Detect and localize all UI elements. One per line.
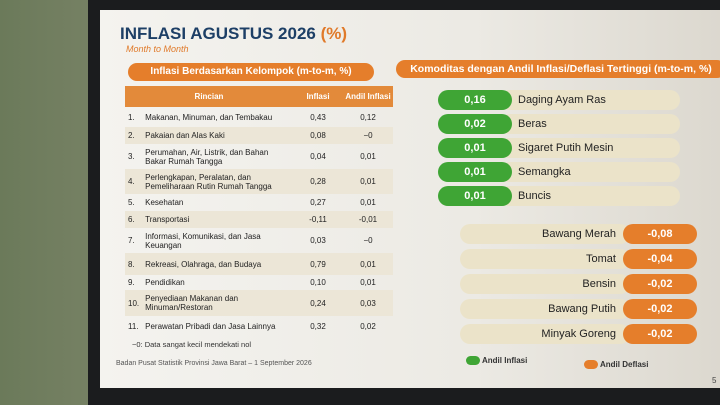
table-cell: 0,28: [293, 169, 343, 194]
title-text: INFLASI AGUSTUS 2026: [120, 24, 316, 43]
commodity-bar: Tomat: [460, 249, 630, 269]
column-header: Inflasi: [293, 86, 343, 107]
table-cell: Perawatan Pribadi dan Jasa Lainnya: [145, 321, 276, 331]
commodity-bar: Bawang Putih: [460, 299, 630, 319]
table-cell: Makanan, Minuman, dan Tembakau: [145, 112, 273, 122]
table-row: 9. Pendidikan 0,10 0,01: [125, 275, 393, 290]
table-cell: 0,01: [343, 169, 393, 194]
table-cell: Pendidikan: [145, 278, 185, 287]
inflation-pill: 0,16: [438, 90, 512, 110]
title: INFLASI AGUSTUS 2026 (%): [120, 24, 347, 44]
table-row: 3. Perumahan, Air, Listrik, dan Bahan Bak…: [125, 144, 393, 169]
table-cell: 2.: [125, 127, 143, 144]
deflation-pill: -0,08: [623, 224, 697, 244]
table-cell: 0,79: [293, 253, 343, 275]
inflation-pill: 0,01: [438, 138, 512, 158]
table-cell: −0: [363, 236, 373, 245]
inflation-pill: 0,02: [438, 114, 512, 134]
table-cell: 0,32: [310, 321, 326, 331]
table-cell: 8.: [125, 253, 143, 275]
table-cell: 7.: [128, 236, 135, 245]
table-cell: 4.: [125, 169, 143, 194]
table-cell: 0,02: [360, 321, 376, 331]
commodity-bar: Bawang Merah: [460, 224, 630, 244]
table-cell: −0: [343, 127, 393, 144]
legend-label: Andil Inflasi: [482, 356, 528, 365]
table-cell: 0,08: [293, 127, 343, 144]
table-cell: 0,01: [360, 198, 376, 207]
table-cell: 0,03: [343, 290, 393, 316]
table-row: 10. Penyediaan Makanan dan Minuman/Restor…: [125, 290, 393, 316]
table-cell: 0,03: [310, 236, 326, 245]
commodity-bar: Bensin: [460, 274, 630, 294]
legend-label: Andil Deflasi: [600, 360, 649, 369]
commodity-bar: Beras: [500, 114, 680, 134]
table-cell: 0,27: [310, 198, 326, 207]
deflation-pill: -0,02: [623, 299, 697, 319]
table-row: 8. Rekreasi, Olahraga, dan Budaya 0,79 0,01: [125, 253, 393, 275]
deflation-pill: -0,02: [623, 324, 697, 344]
table-cell: 0,43: [310, 112, 326, 122]
table-cell: 0,01: [343, 253, 393, 275]
commodity-bar: Minyak Goreng: [460, 324, 630, 344]
commodity-bar: Daging Ayam Ras: [500, 90, 680, 110]
table-row: 2. Pakaian dan Alas Kaki 0,08 −0: [125, 127, 393, 144]
table-cell: Informasi, Komunikasi, dan Jasa Keuangan: [145, 231, 261, 250]
table-row: 7. Informasi, Komunikasi, dan Jasa Keuang…: [125, 228, 393, 253]
commodities-title: Komoditas dengan Andil Inflasi/Deflasi T…: [396, 60, 720, 78]
table-cell: 0,04: [310, 152, 326, 161]
table-cell: 11.: [128, 321, 139, 331]
table-cell: Kesehatan: [145, 198, 184, 207]
deflation-pill: -0,04: [623, 249, 697, 269]
column-header: Rincian: [125, 86, 293, 107]
subtitle: Month to Month: [126, 44, 189, 54]
table-row: 11. Perawatan Pribadi dan Jasa Lainnya 0,3…: [125, 316, 393, 336]
footnote: −0: Data sangat kecil mendekati nol: [132, 340, 252, 349]
unit: (%): [320, 24, 348, 43]
table-cell: Rekreasi, Olahraga, dan Budaya: [142, 253, 293, 275]
deflation-pill: -0,02: [623, 274, 697, 294]
table-cell: 0,01: [360, 278, 376, 287]
table-cell: 3.: [128, 152, 135, 161]
table-cell: 9.: [128, 278, 135, 287]
table-cell: 5.: [128, 198, 135, 207]
table-cell: 10.: [125, 290, 143, 316]
table-row: 6. Transportasi -0,11 -0,01: [125, 211, 393, 228]
commodity-bar: Semangka: [500, 162, 680, 182]
table-cell: 6.: [125, 211, 143, 228]
inflation-pill: 0,01: [438, 162, 512, 182]
legend-swatch: [466, 356, 480, 365]
table-cell: Pakaian dan Alas Kaki: [142, 127, 293, 144]
column-header: Andil Inflasi: [343, 86, 393, 107]
table-cell: 0,01: [360, 152, 376, 161]
table-row: 1. Makanan, Minuman, dan Tembakau 0,43 0,12: [125, 107, 393, 127]
commodity-bar: Buncis: [500, 186, 680, 206]
table-cell: Perumahan, Air, Listrik, dan Bahan Bakar…: [145, 147, 269, 166]
table-cell: 1.: [128, 112, 135, 122]
commodity-bar: Sigaret Putih Mesin: [500, 138, 680, 158]
table-cell: 0,12: [360, 112, 376, 122]
table-cell: -0,01: [343, 211, 393, 228]
table-row: 4. Perlengkapan, Peralatan, dan Pemelihar…: [125, 169, 393, 194]
table-row: 5. Kesehatan 0,27 0,01: [125, 194, 393, 211]
table-cell: Perlengkapan, Peralatan, dan Pemeliharaa…: [142, 169, 293, 194]
legend-swatch: [584, 360, 598, 369]
page-number: 5: [712, 376, 717, 385]
table-cell: Transportasi: [142, 211, 293, 228]
inflation-pill: 0,01: [438, 186, 512, 206]
table-title: Inflasi Berdasarkan Kelompok (m-to-m, %): [128, 63, 374, 81]
table: Rincian Inflasi Andil Inflasi 1. Makanan, Mi…: [125, 86, 393, 336]
table-cell: 0,10: [310, 278, 326, 287]
table-cell: 0,24: [293, 290, 343, 316]
table-cell: -0,11: [293, 211, 343, 228]
source: Badan Pusat Statistik Provinsi Jawa Bara…: [116, 360, 312, 367]
table-cell: Penyediaan Makanan dan Minuman/Restoran: [142, 290, 293, 316]
